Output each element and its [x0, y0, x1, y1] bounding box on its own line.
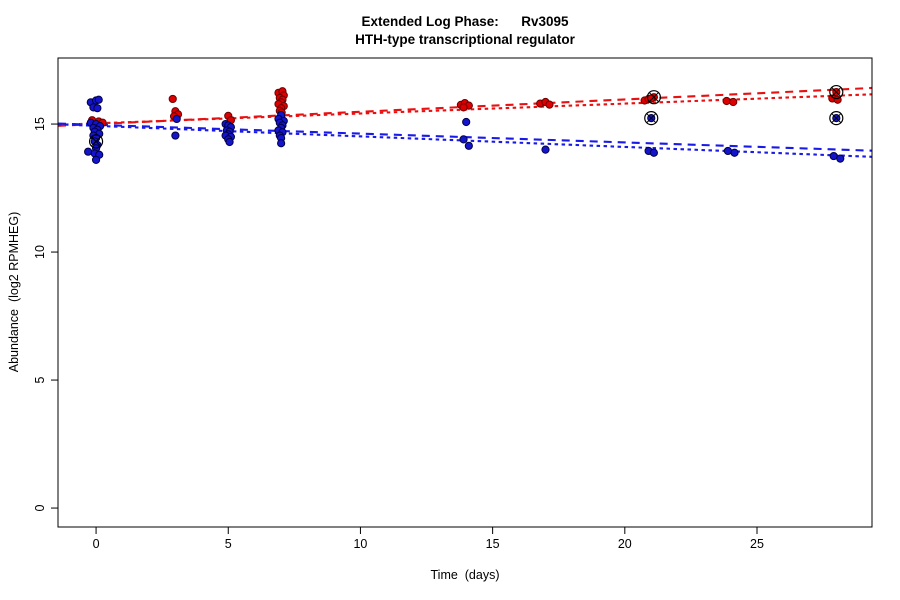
y-tick-label: 10 [33, 245, 47, 259]
flagged-point-circle-icon [829, 111, 844, 126]
plot-box [57, 57, 873, 528]
flagged-point-x-icon [646, 113, 657, 124]
data-point-red-condition [168, 94, 177, 104]
x-axis-label: Time (days) [430, 568, 500, 582]
y-tick-label: 5 [33, 376, 47, 384]
x-tick-label: 10 [353, 537, 368, 551]
flagged-point-x-icon [831, 113, 842, 124]
data-point-blue-condition [464, 141, 473, 150]
x-tick-label: 20 [617, 537, 632, 551]
data-point-red-condition [459, 103, 468, 112]
data-point-red-condition [545, 100, 554, 109]
flagged-point-x-icon [831, 87, 842, 98]
data-point-blue-condition [93, 104, 102, 113]
data-point-red-condition [729, 97, 738, 107]
data-point-blue-condition [459, 135, 468, 144]
data-point-blue-condition [225, 137, 234, 147]
data-point-blue-condition [94, 95, 103, 104]
data-point-blue-condition [836, 154, 845, 163]
y-tick-label: 15 [33, 117, 47, 131]
x-tick-label: 0 [92, 537, 100, 551]
data-point-blue-condition [541, 145, 550, 154]
flagged-point-circle-icon [88, 134, 104, 149]
data-point-blue-condition [723, 146, 733, 156]
data-point-blue-condition [84, 147, 93, 156]
flagged-point-circle-icon [829, 84, 844, 100]
flagged-point-circle-icon [644, 111, 659, 126]
plot-title: Extended Log Phase: Rv3095 [361, 14, 569, 29]
data-point-red-condition [722, 96, 731, 106]
data-point-blue-condition [171, 131, 180, 140]
flagged-point-circle-icon [646, 90, 661, 105]
data-point-blue-condition [172, 114, 181, 124]
x-tick-label: 15 [485, 537, 500, 551]
y-tick-label: 0 [33, 504, 47, 512]
data-point-blue-condition [730, 148, 739, 157]
flagged-point-x-icon [648, 92, 659, 103]
data-point-blue-condition [462, 117, 471, 127]
y-axis-label: Abundance (log2 RPMHEG) [7, 211, 21, 373]
data-point-blue-condition [277, 139, 286, 148]
plot-subtitle: HTH-type transcriptional regulator [355, 32, 575, 47]
x-tick-label: 5 [224, 537, 232, 551]
flagged-point-x-icon [91, 136, 102, 147]
x-tick-label: 25 [750, 537, 764, 551]
data-point-blue-condition [649, 148, 658, 157]
data-point-blue-condition [91, 155, 101, 164]
